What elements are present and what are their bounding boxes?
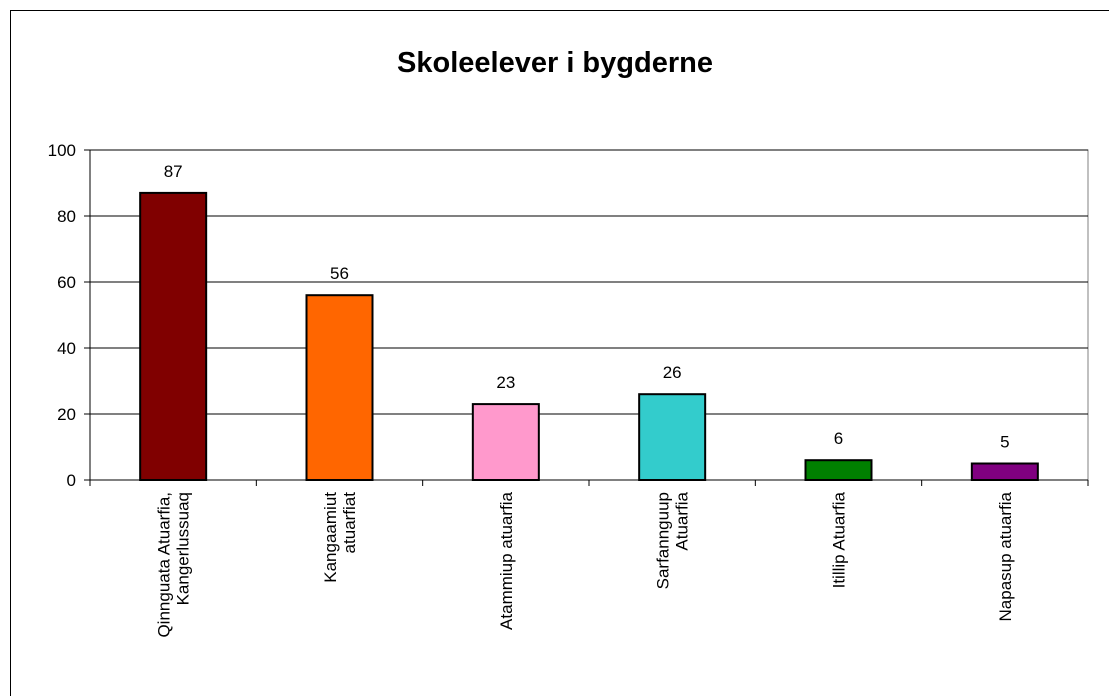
y-tick-label: 80 <box>57 207 76 226</box>
y-tick-label: 40 <box>57 339 76 358</box>
x-tick-label: Napasup atuarfia <box>996 491 1015 621</box>
y-tick-label: 0 <box>67 471 76 490</box>
bar <box>804 459 873 482</box>
x-tick-label: Kangaamiutatuarfiat <box>321 492 359 583</box>
bar <box>305 294 374 482</box>
bar <box>139 191 208 481</box>
data-label: 26 <box>663 363 682 382</box>
y-tick-label: 100 <box>48 141 76 160</box>
chart-title: Skoleelever i bygderne <box>397 47 713 79</box>
data-label: 87 <box>164 162 183 181</box>
data-label: 56 <box>330 264 349 283</box>
bar <box>970 462 1039 481</box>
x-tick-label: Atammiup atuarfia <box>497 491 516 629</box>
x-tick-label: Itillip Atuarfia <box>830 491 849 588</box>
bar <box>638 393 707 482</box>
y-tick-label: 20 <box>57 405 76 424</box>
x-tick-label: Qinnguata Atuarfia,Kangerlussuaq <box>155 492 193 638</box>
data-label: 5 <box>1000 433 1009 452</box>
x-tick-label: SarfannguupAtuarfia <box>654 491 692 589</box>
data-label: 23 <box>496 373 515 392</box>
bar <box>471 403 540 482</box>
data-label: 6 <box>834 429 843 448</box>
y-tick-label: 60 <box>57 273 76 292</box>
